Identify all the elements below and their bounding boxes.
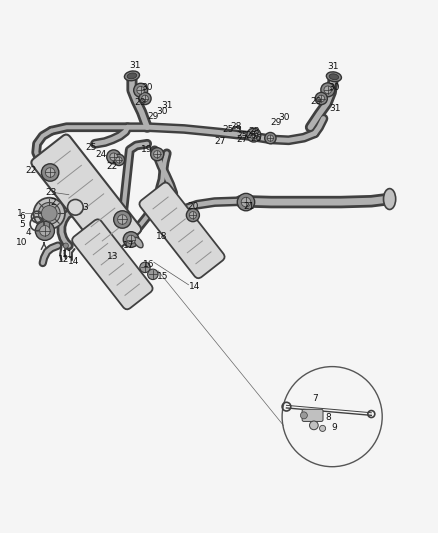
Text: 17: 17	[123, 241, 134, 250]
Text: 12: 12	[57, 255, 69, 264]
Circle shape	[154, 151, 161, 158]
Circle shape	[40, 225, 50, 236]
Text: 21: 21	[243, 202, 254, 211]
Text: 11: 11	[62, 250, 73, 259]
Circle shape	[42, 164, 59, 181]
Text: 31: 31	[329, 104, 340, 114]
Circle shape	[46, 168, 55, 177]
FancyBboxPatch shape	[139, 182, 225, 278]
Circle shape	[148, 269, 158, 279]
Circle shape	[35, 221, 54, 240]
Ellipse shape	[134, 237, 143, 248]
Text: 30: 30	[156, 108, 167, 117]
Circle shape	[116, 157, 122, 163]
Text: 31: 31	[129, 61, 141, 70]
Circle shape	[137, 86, 145, 94]
Text: 25: 25	[85, 143, 96, 152]
Circle shape	[321, 83, 335, 97]
Text: 23: 23	[45, 188, 57, 197]
Text: 28: 28	[249, 127, 260, 136]
Circle shape	[140, 262, 150, 272]
Text: 30: 30	[141, 83, 153, 92]
Text: 31: 31	[161, 101, 173, 110]
Text: 25: 25	[223, 125, 234, 134]
FancyBboxPatch shape	[302, 409, 323, 422]
Circle shape	[139, 92, 151, 104]
Text: 1: 1	[17, 209, 22, 218]
Circle shape	[241, 197, 251, 207]
Text: 10: 10	[16, 238, 28, 247]
Circle shape	[186, 208, 199, 222]
Circle shape	[113, 154, 124, 166]
Circle shape	[237, 193, 254, 211]
Circle shape	[117, 215, 127, 224]
Text: 2: 2	[51, 198, 57, 207]
Ellipse shape	[39, 203, 60, 224]
Circle shape	[310, 421, 318, 430]
Text: 26: 26	[245, 132, 257, 140]
Text: 14: 14	[67, 257, 79, 266]
Text: 14: 14	[189, 281, 201, 290]
Text: 8: 8	[325, 414, 332, 423]
Text: 7: 7	[312, 394, 318, 403]
Ellipse shape	[329, 74, 339, 79]
Text: 19: 19	[141, 146, 153, 155]
Circle shape	[265, 133, 276, 144]
Circle shape	[42, 206, 57, 221]
Circle shape	[127, 235, 135, 244]
Circle shape	[315, 92, 327, 104]
Circle shape	[110, 153, 117, 160]
Circle shape	[324, 86, 332, 94]
Circle shape	[151, 148, 164, 161]
Text: 22: 22	[26, 166, 37, 175]
Text: 16: 16	[143, 260, 154, 269]
Circle shape	[247, 128, 261, 142]
Text: 3: 3	[82, 203, 88, 212]
Ellipse shape	[34, 198, 65, 229]
FancyBboxPatch shape	[72, 219, 152, 309]
Text: 30: 30	[328, 83, 340, 92]
Text: 29: 29	[134, 99, 145, 107]
Text: 13: 13	[107, 253, 119, 261]
Text: 30: 30	[279, 112, 290, 122]
Text: 4: 4	[25, 228, 31, 237]
Text: 9: 9	[331, 423, 337, 432]
FancyBboxPatch shape	[32, 134, 141, 257]
Ellipse shape	[127, 73, 137, 79]
Text: 29: 29	[147, 112, 159, 121]
Circle shape	[250, 131, 258, 139]
Text: 29: 29	[310, 98, 321, 107]
Circle shape	[134, 83, 148, 97]
Text: 26: 26	[251, 134, 262, 143]
Text: 24: 24	[95, 150, 107, 159]
Circle shape	[320, 425, 325, 431]
Text: 5: 5	[20, 220, 25, 229]
Ellipse shape	[326, 72, 342, 82]
Circle shape	[267, 135, 273, 141]
Text: 31: 31	[327, 62, 339, 71]
Circle shape	[189, 212, 197, 219]
Text: 6: 6	[20, 212, 25, 221]
Text: 15: 15	[157, 272, 169, 280]
Text: 20: 20	[187, 202, 199, 211]
Ellipse shape	[384, 189, 396, 209]
Circle shape	[63, 243, 68, 248]
Ellipse shape	[124, 71, 139, 81]
Circle shape	[114, 211, 131, 228]
Text: 22: 22	[107, 162, 118, 171]
Circle shape	[107, 150, 120, 164]
Text: 27: 27	[237, 135, 248, 144]
Text: 29: 29	[270, 117, 281, 126]
Circle shape	[141, 95, 148, 102]
Text: 27: 27	[215, 136, 226, 146]
Circle shape	[300, 412, 307, 419]
Circle shape	[318, 95, 325, 102]
Text: 18: 18	[156, 232, 167, 241]
Circle shape	[123, 232, 139, 247]
Text: 25: 25	[237, 132, 248, 140]
Text: 28: 28	[230, 122, 241, 131]
